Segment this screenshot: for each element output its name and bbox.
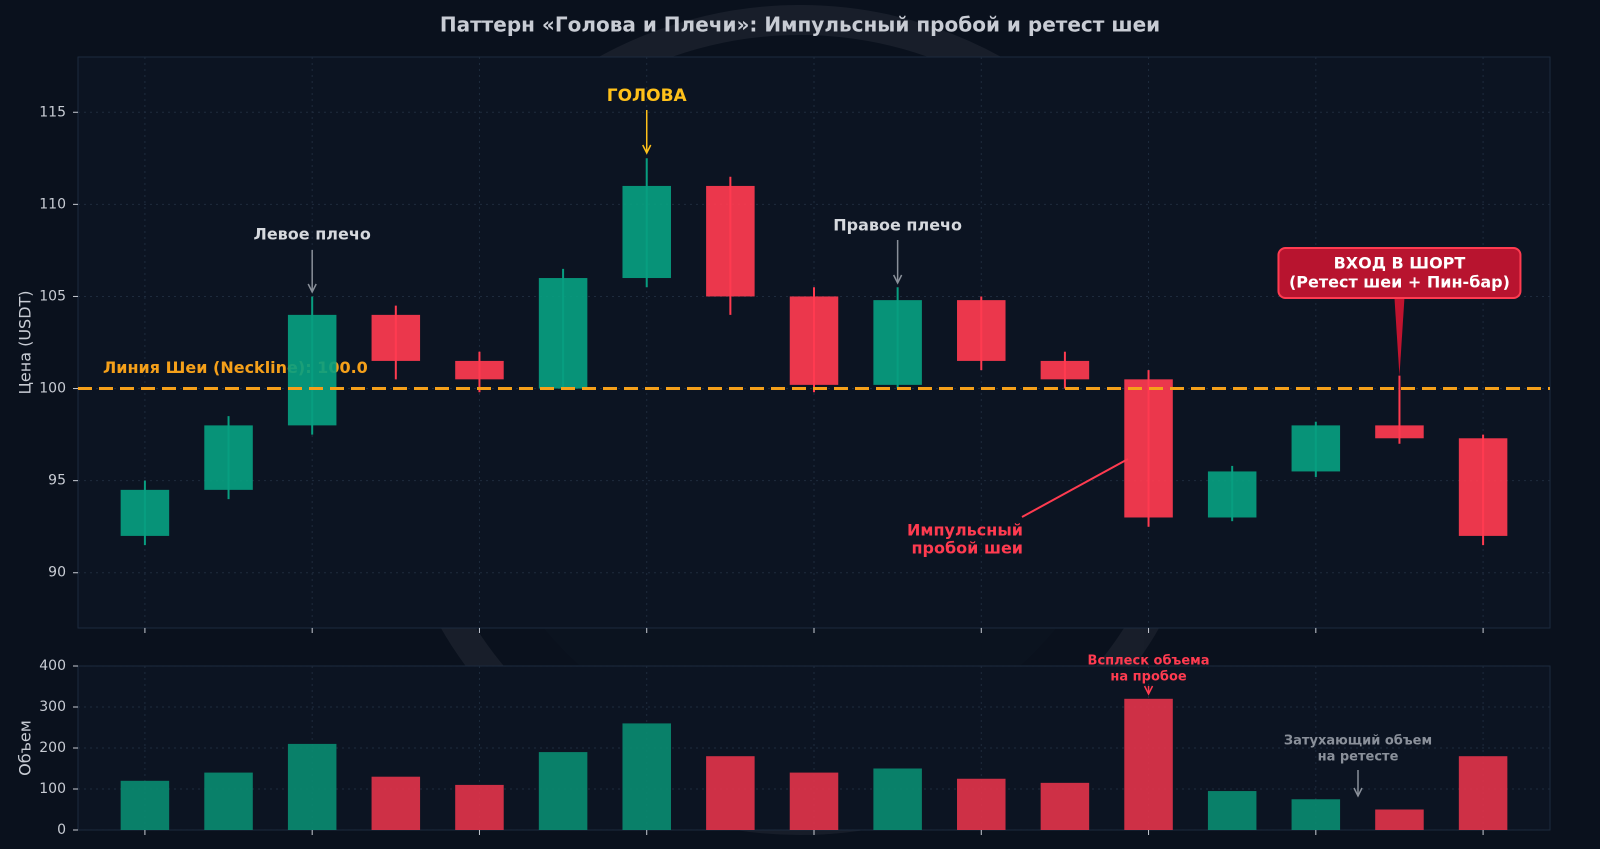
candle-body — [1291, 425, 1341, 472]
candle-body — [873, 300, 922, 385]
volume-bar — [873, 768, 922, 830]
y-axis-label: Объем — [16, 720, 35, 776]
volume-bar — [1458, 756, 1508, 830]
annotation-text: Затухающий объем — [1284, 734, 1432, 749]
volume-bar — [622, 723, 671, 830]
candle-body — [622, 185, 671, 279]
volume-bar — [371, 776, 421, 830]
candle-body — [120, 489, 170, 536]
y-tick-label: 100 — [39, 781, 66, 797]
volume-bar — [706, 756, 755, 830]
y-tick-label: 95 — [48, 473, 66, 489]
volume-bar — [1291, 799, 1341, 830]
candle-body — [538, 278, 588, 389]
volume-bar — [789, 772, 839, 830]
annotation-arrow-head — [892, 274, 903, 285]
y-tick-label: 115 — [39, 104, 66, 120]
volume-bar — [120, 780, 170, 830]
y-tick-label: 400 — [39, 658, 66, 674]
candle-body — [957, 300, 1006, 361]
y-tick-label: 0 — [57, 822, 66, 838]
candle-body — [1375, 425, 1424, 439]
annotation-arrow-head — [1353, 787, 1363, 798]
volume-bar — [538, 752, 588, 830]
annotation-text: на пробое — [1110, 670, 1187, 685]
candle-body — [371, 314, 421, 361]
volume-bar — [1375, 809, 1424, 830]
candle-body — [1124, 379, 1173, 518]
callout-pointer — [1394, 298, 1405, 376]
y-tick-label: 105 — [39, 288, 66, 304]
annotation-text: Всплеск объема — [1088, 654, 1210, 669]
annotation-arrow — [1021, 458, 1129, 518]
candle-body — [204, 425, 253, 490]
annotation-arrow-head — [642, 144, 652, 155]
volume-bar — [287, 743, 337, 830]
y-tick-label: 100 — [39, 381, 66, 397]
volume-bar — [204, 772, 253, 830]
volume-bar — [455, 784, 504, 830]
candle-body — [789, 296, 839, 385]
annotation-arrow-head — [307, 283, 317, 294]
annotation-text: Правое плечо — [833, 216, 962, 235]
y-tick-label: 300 — [39, 699, 66, 715]
y-axis-label: Цена (USDT) — [16, 290, 35, 394]
volume-bar — [1124, 698, 1173, 830]
candle-body — [1458, 438, 1508, 536]
candle-body — [455, 360, 504, 380]
annotation-text: ГОЛОВА — [607, 86, 688, 106]
chart-title: Паттерн «Голова и Плечи»: Импульсный про… — [440, 13, 1160, 37]
candle-body — [1207, 471, 1257, 518]
candle-body — [287, 314, 337, 426]
y-tick-label: 90 — [48, 565, 66, 581]
volume-bar — [1207, 791, 1257, 830]
candle-body — [706, 185, 755, 297]
volume-bar — [1040, 782, 1090, 830]
annotation-text: Левое плечо — [254, 225, 371, 244]
annotation-text: (Ретест шеи + Пин-бар) — [1289, 273, 1510, 292]
y-tick-label: 200 — [39, 740, 66, 756]
annotation-text: ВХОД В ШОРТ — [1334, 254, 1466, 273]
candle-body — [1040, 360, 1090, 380]
annotation-text: пробой шеи — [912, 539, 1024, 558]
annotation-text: на ретесте — [1318, 750, 1399, 765]
annotation-arrow-head — [1143, 685, 1154, 696]
callout-box — [1277, 247, 1522, 299]
annotation-text: Импульсный — [907, 521, 1023, 540]
volume-bar — [957, 778, 1006, 830]
y-tick-label: 110 — [39, 196, 66, 212]
